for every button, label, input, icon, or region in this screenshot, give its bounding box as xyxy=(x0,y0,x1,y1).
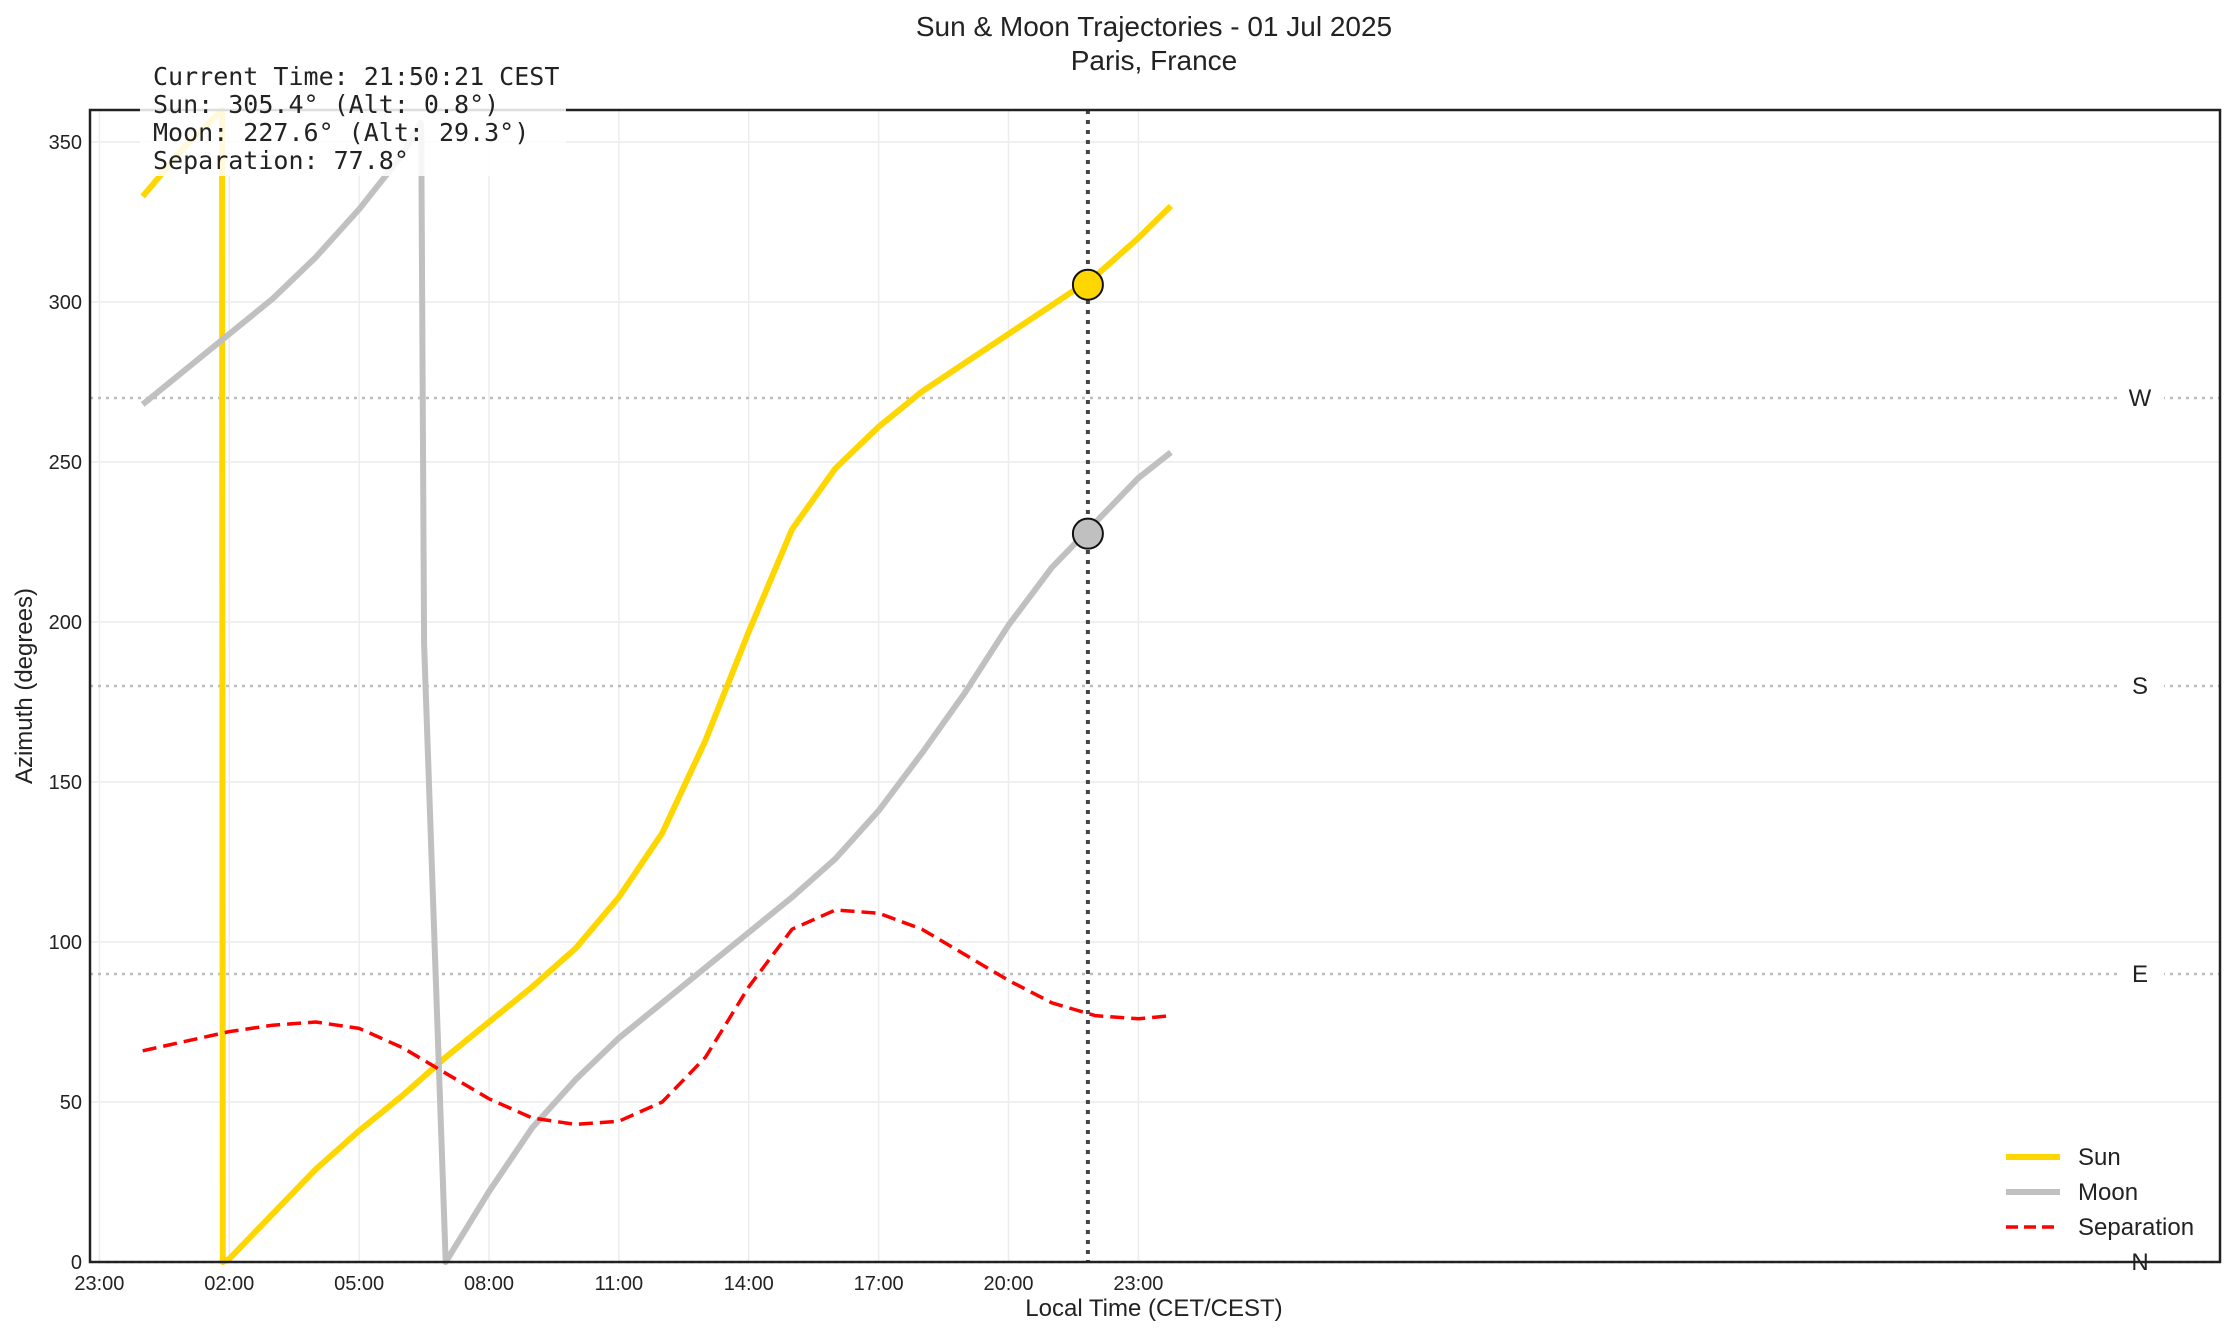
x-tick-label: 14:00 xyxy=(724,1273,774,1295)
legend: Sun Moon Separation xyxy=(2006,1144,2194,1241)
y-axis-label: Azimuth (degrees) xyxy=(11,588,38,784)
x-tick-label: 05:00 xyxy=(334,1273,384,1295)
y-tick-label: 200 xyxy=(49,612,82,634)
y-tick-label: 150 xyxy=(49,772,82,794)
marker-sun xyxy=(1071,268,1104,301)
plot-frame xyxy=(88,108,2222,1264)
series-line-separation xyxy=(142,908,1172,1127)
info-sun: Sun: 305.4° (Alt: 0.8°) xyxy=(153,90,499,119)
series xyxy=(140,107,1174,1265)
y-axis-ticks: 0 50 100 150 200 250 300 350 xyxy=(49,132,82,1274)
legend-label-separation: Separation xyxy=(2078,1214,2194,1241)
info-separation: Separation: 77.8° xyxy=(153,146,409,175)
y-tick-label: 50 xyxy=(60,1092,82,1114)
legend-label-moon: Moon xyxy=(2078,1179,2138,1206)
x-tick-label: 02:00 xyxy=(204,1273,254,1295)
compass-label-s: S xyxy=(2132,673,2148,700)
marker-moon xyxy=(1071,517,1104,550)
y-tick-label: 350 xyxy=(49,132,82,154)
y-tick-label: 250 xyxy=(49,452,82,474)
compass-label-e: E xyxy=(2132,961,2148,988)
y-tick-label: 100 xyxy=(49,932,82,954)
series-line-sun xyxy=(140,107,1174,1265)
series-line-moon xyxy=(140,119,1173,1265)
y-tick-label: 0 xyxy=(71,1252,82,1274)
compass-label-bg xyxy=(2118,960,2164,988)
x-tick-label: 20:00 xyxy=(983,1273,1033,1295)
current-markers xyxy=(1071,268,1104,550)
info-moon: Moon: 227.6° (Alt: 29.3°) xyxy=(153,118,529,147)
x-tick-label: 17:00 xyxy=(854,1273,904,1295)
compass-label-w: W xyxy=(2129,385,2152,412)
compass-label-bg xyxy=(2118,672,2164,700)
x-axis-ticks: 23:00 02:00 05:00 08:00 11:00 14:00 17:00 20:00… xyxy=(74,1273,1163,1295)
chart-subtitle: Paris, France xyxy=(1071,45,1238,76)
info-box-bg xyxy=(140,62,566,176)
legend-label-sun: Sun xyxy=(2078,1144,2121,1171)
x-tick-label: 08:00 xyxy=(464,1273,514,1295)
chart-title: Sun & Moon Trajectories - 01 Jul 2025 xyxy=(916,11,1392,42)
y-tick-label: 300 xyxy=(49,292,82,314)
x-tick-label: 23:00 xyxy=(1113,1273,1163,1295)
info-current-time: Current Time: 21:50:21 CEST xyxy=(153,62,559,91)
compass-label-bg xyxy=(2118,384,2164,412)
x-tick-label: 23:00 xyxy=(74,1273,124,1295)
x-tick-label: 11:00 xyxy=(595,1273,644,1295)
x-axis-label: Local Time (CET/CEST) xyxy=(1025,1295,1282,1322)
